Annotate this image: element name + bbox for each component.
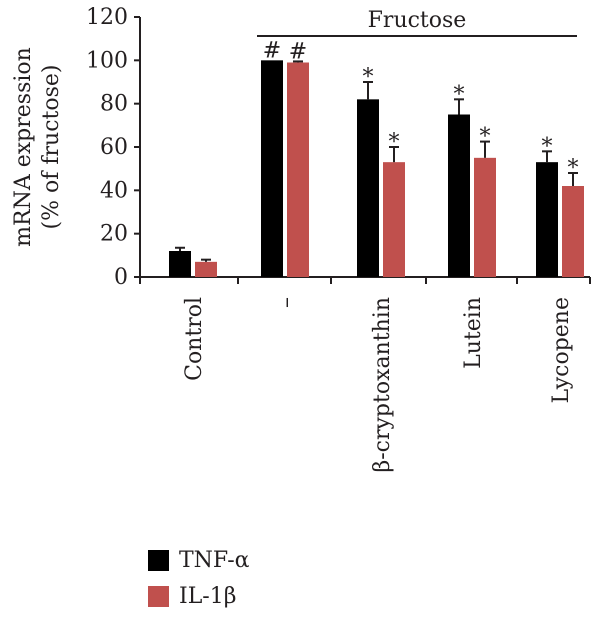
legend-label-il1b: IL-1β [179,583,237,609]
y-axis-title: mRNA expression (% of fructose) [11,47,64,247]
bar-tnf-0 [169,251,191,277]
significance-marks: # * * * # * * * [263,38,579,181]
category-label: – [274,297,299,308]
legend-swatch-tnf [148,549,169,571]
y-axis-title-line: (% of fructose) [39,65,64,230]
significance-mark: * [542,134,553,159]
bar-il1b-4 [562,186,584,277]
category-labels: Control – β-cryptoxanthin Lutein Lycopene [182,297,574,473]
y-tick-label: 100 [86,48,128,73]
y-tick-label: 0 [114,265,128,290]
fructose-group-label: Fructose [368,8,467,33]
legend-item-tnf: TNF-α [148,542,250,578]
bar-tnf-4 [536,162,558,277]
legend-label-tnf: TNF-α [179,547,250,573]
x-axis [139,276,591,284]
error-bars [175,60,578,262]
y-axis: 0 20 40 60 80 100 120 [86,5,141,290]
y-tick-label: 20 [100,222,128,247]
significance-mark: * [480,125,491,150]
legend-swatch-il1b [148,585,169,607]
y-tick-label: 40 [100,178,128,203]
bars [169,60,584,278]
y-axis-title-line: mRNA expression [11,47,36,247]
bar-il1b-2 [383,162,405,277]
category-label: β-cryptoxanthin [370,297,395,473]
bar-tnf-3 [448,114,470,277]
significance-mark: # [263,38,281,63]
bar-il1b-3 [474,157,496,277]
y-tick-label: 80 [100,92,128,117]
significance-mark: * [389,130,400,155]
legend: TNF-α IL-1β [148,542,250,614]
category-label: Control [182,297,207,381]
significance-mark: # [289,39,307,64]
bar-il1b-0 [195,261,217,277]
bar-il1b-1 [287,62,309,277]
y-tick-label: 60 [100,135,128,160]
bar-tnf-1 [261,60,283,278]
y-tick-label: 120 [86,5,128,30]
significance-mark: * [568,156,579,181]
category-label: Lutein [461,297,486,369]
fructose-group: Fructose [257,8,577,37]
bar-tnf-2 [357,99,379,277]
significance-mark: * [363,65,374,90]
significance-mark: * [454,82,465,107]
legend-item-il1b: IL-1β [148,578,250,614]
category-label: Lycopene [549,297,574,404]
